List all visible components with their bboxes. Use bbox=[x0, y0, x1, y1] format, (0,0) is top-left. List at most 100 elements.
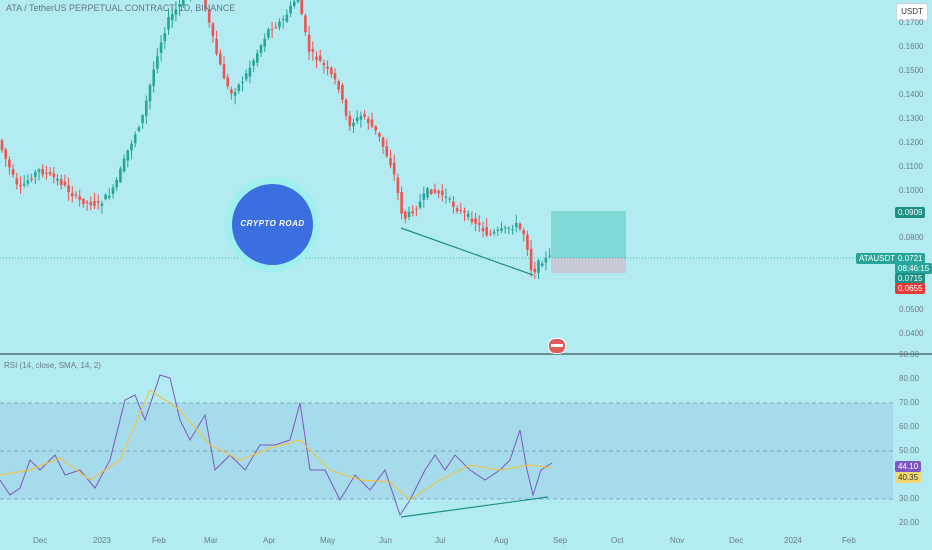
time-tick-label: 2023 bbox=[93, 536, 111, 545]
candle-body bbox=[126, 150, 130, 161]
candle-body bbox=[207, 9, 211, 23]
candle-body bbox=[307, 34, 311, 52]
candle-body bbox=[404, 211, 407, 219]
candle-body bbox=[163, 33, 167, 42]
target-zone bbox=[551, 211, 626, 258]
candle-body bbox=[30, 178, 33, 180]
rsi-tick-label: 70.00 bbox=[899, 398, 920, 407]
time-tick-label: Feb bbox=[152, 536, 166, 545]
candle-body bbox=[85, 201, 89, 203]
candle-body bbox=[48, 171, 52, 175]
candle-body bbox=[82, 199, 85, 205]
price-tick-label: 0.1200 bbox=[899, 138, 924, 147]
time-tick-label: Mar bbox=[204, 536, 218, 545]
time-tick-label: Oct bbox=[611, 536, 624, 545]
candle-body bbox=[259, 45, 263, 53]
rsi-indicator-label[interactable]: RSI (14, close, SMA, 14, 2) bbox=[4, 361, 101, 370]
time-tick-label: Aug bbox=[494, 536, 509, 545]
price-tick-label: 0.0400 bbox=[899, 329, 924, 338]
candle-body bbox=[22, 183, 26, 186]
candle-body bbox=[322, 62, 326, 66]
candle-body bbox=[8, 159, 11, 168]
candle-body bbox=[204, 0, 207, 10]
candle-body bbox=[230, 89, 233, 94]
candle-body bbox=[19, 184, 22, 186]
candle-body bbox=[241, 82, 244, 84]
time-tick-label: Jun bbox=[379, 536, 392, 545]
candle-body bbox=[526, 234, 529, 250]
candle-body bbox=[426, 188, 429, 198]
candle-body bbox=[429, 189, 433, 194]
candle-body bbox=[485, 227, 488, 236]
time-tick-label: Dec bbox=[33, 536, 48, 545]
candle-body bbox=[507, 227, 511, 229]
candle-body bbox=[141, 115, 144, 123]
candle-body bbox=[374, 126, 377, 131]
candle-body bbox=[496, 229, 500, 231]
candle-body bbox=[96, 201, 100, 203]
candle-body bbox=[352, 122, 355, 127]
candle-body bbox=[130, 143, 133, 151]
candle-body bbox=[278, 21, 281, 28]
candle-body bbox=[285, 14, 289, 22]
candle-body bbox=[115, 179, 118, 188]
candle-body bbox=[441, 190, 444, 196]
logo-badge: CRYPTO ROAD bbox=[232, 184, 313, 265]
candle-body bbox=[411, 211, 414, 214]
candle-body bbox=[274, 27, 278, 29]
rsi-tick-label: 20.00 bbox=[899, 518, 920, 527]
time-tick-label: Sep bbox=[553, 536, 568, 545]
candle-body bbox=[548, 255, 551, 257]
crypto-road-logo: CRYPTO ROAD bbox=[225, 177, 320, 272]
time-tick-label: Nov bbox=[670, 536, 685, 545]
price-tick-label: 0.1600 bbox=[899, 42, 924, 51]
rsi-tick-label: 60.00 bbox=[899, 422, 920, 431]
candle-body bbox=[174, 9, 178, 15]
candle-body bbox=[392, 162, 396, 175]
candle-body bbox=[108, 195, 111, 198]
time-tick-label: Jul bbox=[435, 536, 446, 545]
candle-body bbox=[226, 77, 229, 87]
symbol-title: ATA / TetherUS PERPETUAL CONTRACT, 1D, B… bbox=[6, 3, 236, 13]
price-trendline bbox=[400, 227, 534, 276]
candle-body bbox=[152, 69, 155, 87]
rsi-tick-label: 80.00 bbox=[899, 374, 920, 383]
stop-price-badge: 0.0655 bbox=[895, 283, 926, 294]
candle-body bbox=[474, 218, 477, 224]
price-tick-label: 0.1400 bbox=[899, 90, 924, 99]
candle-body bbox=[326, 66, 329, 69]
candle-body bbox=[518, 223, 522, 230]
currency-button[interactable]: USDT bbox=[896, 3, 928, 21]
symbol-badge: ATAUSDT.P bbox=[856, 253, 905, 264]
candle-body bbox=[267, 29, 270, 38]
candle-body bbox=[252, 60, 255, 66]
candle-body bbox=[63, 181, 67, 186]
candle-body bbox=[315, 56, 318, 60]
candle-body bbox=[15, 178, 19, 185]
candle-body bbox=[540, 263, 544, 266]
candle-body bbox=[511, 229, 514, 231]
candle-body bbox=[148, 85, 152, 102]
price-tick-label: 0.1700 bbox=[899, 18, 924, 27]
candle-body bbox=[182, 0, 185, 6]
candle-body bbox=[444, 196, 448, 198]
candle-body bbox=[219, 53, 222, 65]
price-tick-label: 0.1300 bbox=[899, 114, 924, 123]
rsi-tick-label: 30.00 bbox=[899, 494, 920, 503]
candle-body bbox=[455, 208, 459, 212]
candle-body bbox=[4, 149, 7, 159]
candle-body bbox=[385, 146, 389, 157]
last-price-badge: 0.0721 bbox=[895, 253, 926, 264]
candle-body bbox=[56, 178, 59, 181]
us-flag-icon[interactable] bbox=[548, 338, 566, 354]
candle-body bbox=[492, 231, 496, 234]
candle-body bbox=[67, 185, 70, 192]
candle-body bbox=[363, 114, 366, 117]
candle-body bbox=[215, 38, 218, 54]
candle-body bbox=[296, 0, 300, 2]
candle-countdown: 08:46:15 bbox=[895, 263, 932, 274]
candle-body bbox=[448, 198, 451, 200]
rsi-ma-line bbox=[0, 389, 553, 501]
